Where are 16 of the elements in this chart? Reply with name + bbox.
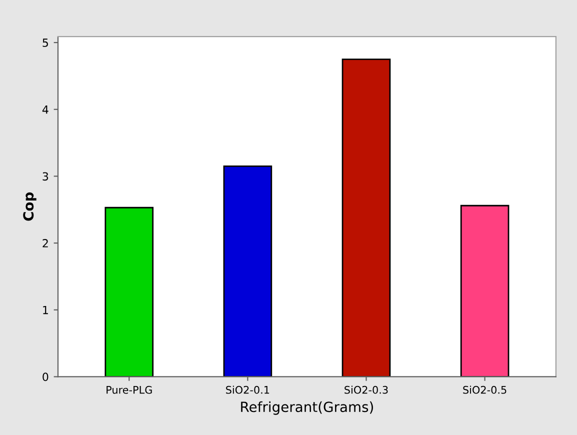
y-tick-label: 0	[42, 372, 48, 382]
bar	[104, 206, 154, 377]
x-tick-label: SiO2-0.1	[226, 386, 270, 394]
y-tick-label: 5	[42, 38, 48, 47]
y-axis-title: Cop	[23, 192, 36, 221]
y-tick-label: 3	[42, 172, 48, 181]
y-tick-label: 1	[43, 306, 48, 314]
x-tick-label: SiO2-0.5	[463, 386, 506, 394]
y-tick-label: 2	[42, 239, 48, 248]
bar	[342, 58, 391, 377]
bar	[460, 204, 510, 377]
x-tick-label: Pure-PLG	[106, 386, 152, 394]
y-tick-label: 4	[42, 106, 48, 114]
bar	[223, 165, 272, 377]
x-axis-title: Refrigerant(Grams)	[241, 401, 373, 415]
x-tick-label: SiO2-0.3	[344, 386, 388, 394]
